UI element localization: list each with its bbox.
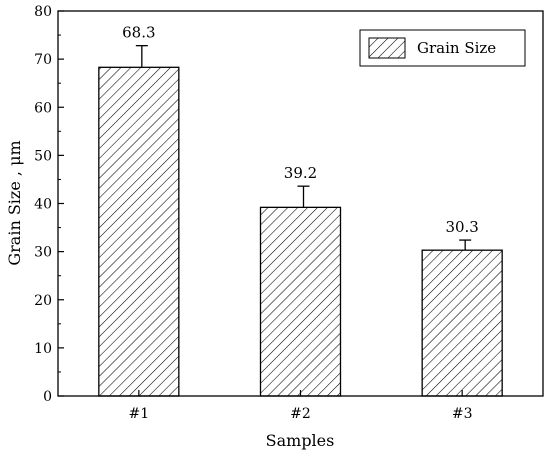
data-label: 39.2 <box>284 164 317 182</box>
error-bars-layer <box>135 45 472 251</box>
bar <box>259 206 342 397</box>
y-tick-label: 30 <box>34 245 52 261</box>
y-axis-ticks: 0 10 20 30 40 50 60 70 80 <box>34 4 64 405</box>
y-tick-label: 60 <box>34 100 52 116</box>
y-axis-title: Grain Size , μm <box>5 140 24 265</box>
x-axis-title: Samples <box>266 431 335 450</box>
y-tick-label: 10 <box>34 341 52 357</box>
bar <box>421 249 503 397</box>
data-labels-layer: 68.3 39.2 30.3 <box>122 24 479 236</box>
x-tick-label: #3 <box>452 406 473 422</box>
bar <box>98 66 180 397</box>
bars-layer <box>98 66 503 397</box>
x-axis-ticks: #1 #2 #3 <box>129 390 473 422</box>
y-tick-label: 20 <box>34 293 52 309</box>
legend-label: Grain Size <box>417 39 496 57</box>
y-tick-label: 0 <box>43 389 52 405</box>
legend: Grain Size <box>359 29 526 67</box>
y-tick-label: 80 <box>34 4 52 20</box>
y-tick-label: 40 <box>34 197 52 213</box>
x-tick-label: #1 <box>129 406 150 422</box>
data-label: 68.3 <box>122 24 155 42</box>
x-tick-label: #2 <box>290 406 311 422</box>
data-label: 30.3 <box>445 218 478 236</box>
y-tick-label: 50 <box>34 148 52 164</box>
legend-swatch <box>368 37 406 59</box>
y-tick-label: 70 <box>34 52 52 68</box>
